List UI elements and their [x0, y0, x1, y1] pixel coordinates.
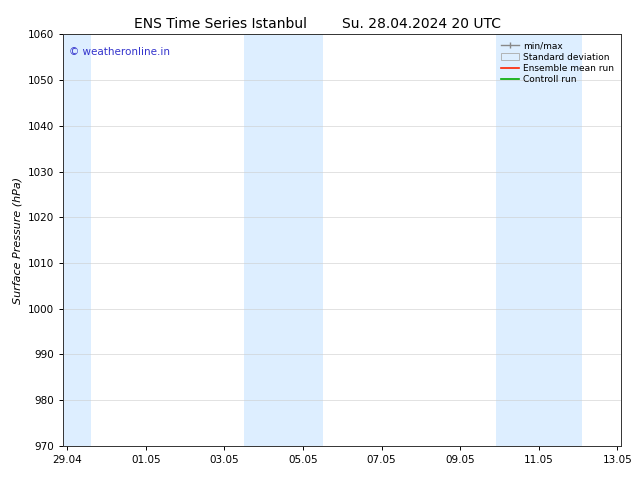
Bar [244, 34, 323, 446]
Bar [63, 34, 91, 446]
Text: ENS Time Series Istanbul        Su. 28.04.2024 20 UTC: ENS Time Series Istanbul Su. 28.04.2024 … [134, 17, 500, 31]
Y-axis label: Surface Pressure (hPa): Surface Pressure (hPa) [13, 176, 23, 304]
Legend: min/max, Standard deviation, Ensemble mean run, Controll run: min/max, Standard deviation, Ensemble me… [498, 39, 617, 87]
Bar [496, 34, 582, 446]
Text: © weatheronline.in: © weatheronline.in [69, 47, 170, 57]
